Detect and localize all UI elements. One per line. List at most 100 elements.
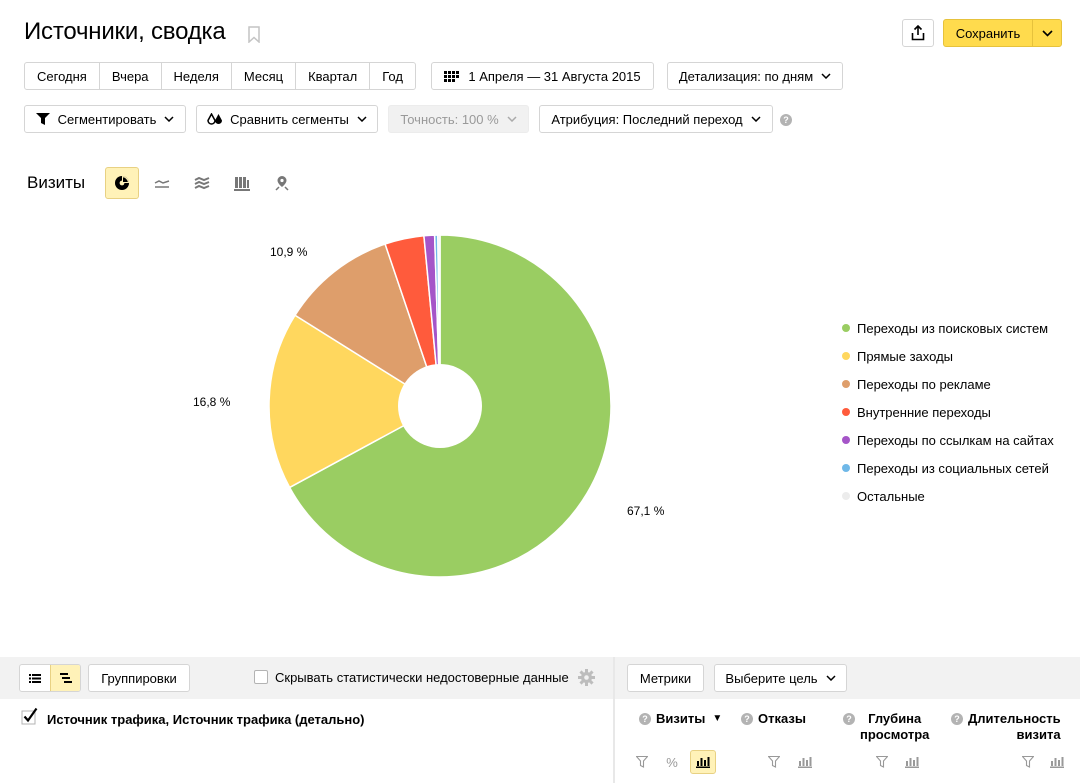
export-button[interactable] — [902, 19, 934, 47]
bar-chart-icon[interactable] — [1046, 752, 1068, 772]
legend-label: Переходы из социальных сетей — [857, 460, 1049, 476]
filter-icon[interactable] — [871, 752, 893, 772]
page-title: Источники, сводка — [24, 18, 226, 45]
legend-label: Внутренние переходы — [857, 404, 991, 420]
legend-swatch — [842, 408, 850, 416]
compare-segments-button[interactable]: Сравнить сегменты — [196, 105, 378, 133]
date-range-button[interactable]: 1 Апреля — 31 Августа 2015 — [431, 62, 654, 90]
period-month[interactable]: Месяц — [232, 63, 297, 89]
legend-swatch — [842, 436, 850, 444]
save-button[interactable]: Сохранить — [943, 19, 1033, 47]
slice-label-ads: 10,9 % — [270, 245, 308, 259]
map-icon[interactable] — [265, 167, 299, 199]
period-week[interactable]: Неделя — [162, 63, 232, 89]
table-divider — [613, 657, 615, 783]
legend-swatch — [842, 352, 850, 360]
column-header-bounces[interactable]: ? Отказы — [741, 711, 806, 727]
segment-button[interactable]: Сегментировать — [24, 105, 186, 133]
area-chart-icon[interactable] — [185, 167, 219, 199]
percent-icon[interactable]: % — [666, 754, 678, 770]
legend-label: Остальные — [857, 488, 925, 504]
goal-label: Выберите цель — [725, 670, 818, 686]
legend-item[interactable]: Переходы из поисковых систем — [842, 314, 1054, 342]
period-year[interactable]: Год — [382, 68, 403, 84]
gear-icon[interactable] — [578, 669, 595, 686]
chevron-down-icon — [751, 116, 761, 122]
legend-item[interactable]: Остальные — [842, 482, 1054, 510]
bar-chart-icon[interactable] — [794, 752, 816, 772]
detail-dropdown[interactable]: Детализация: по дням — [667, 62, 843, 90]
legend-swatch — [842, 380, 850, 388]
table-toolbar-left: Группировки Скрывать статистически недос… — [0, 657, 613, 699]
help-icon[interactable]: ? — [741, 713, 753, 725]
pie-chart-icon[interactable] — [105, 167, 139, 199]
filter-icon — [35, 113, 50, 125]
column-duration-label-2: визита — [1016, 727, 1061, 742]
goal-dropdown[interactable]: Выберите цель — [714, 664, 847, 692]
filter-icon[interactable] — [631, 752, 653, 772]
line-chart-icon[interactable] — [145, 167, 179, 199]
period-selector: Сегодня Вчера Неделя Месяц Квартал Год — [24, 62, 416, 90]
legend-item[interactable]: Внутренние переходы — [842, 398, 1054, 426]
segment-label: Сегментировать — [57, 111, 157, 127]
pie-center-hole — [398, 364, 482, 448]
chevron-down-icon — [821, 73, 831, 79]
legend-item[interactable]: Переходы по ссылкам на сайтах — [842, 426, 1054, 454]
legend-item[interactable]: Переходы по рекламе — [842, 370, 1054, 398]
attribution-label: Атрибуция: Последний переход — [551, 111, 743, 127]
chevron-down-icon — [507, 116, 517, 122]
pie-slice-2[interactable] — [294, 243, 442, 408]
chart-legend: Переходы из поисковых систем Прямые заход… — [842, 314, 1054, 510]
compare-label: Сравнить сегменты — [230, 111, 349, 127]
legend-item[interactable]: Переходы из социальных сетей — [842, 454, 1054, 482]
bookmark-icon[interactable] — [248, 26, 260, 43]
tree-view-icon[interactable] — [50, 665, 80, 691]
period-quarter[interactable]: Квартал — [296, 63, 371, 89]
attribution-dropdown[interactable]: Атрибуция: Последний переход — [539, 105, 773, 133]
save-options-button[interactable] — [1032, 19, 1062, 47]
help-icon[interactable]: ? — [951, 713, 963, 725]
column-duration-label-1: Длительность — [968, 711, 1061, 726]
legend-label: Переходы по ссылкам на сайтах — [857, 432, 1054, 448]
bar-chart-icon[interactable] — [690, 750, 716, 774]
metrics-button[interactable]: Метрики — [627, 664, 704, 692]
period-today[interactable]: Сегодня — [25, 63, 100, 89]
column-depth-label-1: Глубина — [868, 711, 922, 726]
hide-unreliable-label: Скрывать статистически недостоверные дан… — [275, 670, 569, 685]
pie-slice-1[interactable] — [268, 314, 442, 489]
legend-swatch — [842, 324, 850, 332]
date-range-label: 1 Апреля — 31 Августа 2015 — [468, 68, 641, 84]
bar-chart-icon[interactable] — [901, 752, 923, 772]
column-header-depth[interactable]: ? Глубина просмотра — [843, 711, 929, 743]
groupings-button[interactable]: Группировки — [88, 664, 190, 692]
column-bounces-label: Отказы — [758, 711, 806, 726]
period-yesterday[interactable]: Вчера — [100, 63, 162, 89]
help-icon[interactable]: ? — [843, 713, 855, 725]
bar-chart-icon[interactable] — [225, 167, 259, 199]
legend-label: Переходы из поисковых систем — [857, 320, 1049, 336]
filter-icon[interactable] — [763, 752, 785, 772]
help-icon[interactable]: ? — [780, 114, 792, 126]
hide-unreliable-checkbox[interactable] — [254, 670, 268, 684]
column-header-duration[interactable]: ? Длительность визита — [951, 711, 1061, 743]
chevron-down-icon — [1041, 29, 1053, 37]
checkmark-icon[interactable] — [21, 707, 39, 725]
slice-label-direct: 16,8 % — [193, 395, 231, 409]
report-table: Группировки Скрывать статистически недос… — [0, 657, 1080, 783]
dimension-label: Источник трафика, Источник трафика (дета… — [47, 712, 365, 727]
accuracy-label: Точность: 100 % — [400, 111, 499, 127]
legend-item[interactable]: Прямые заходы — [842, 342, 1054, 370]
filter-icon[interactable] — [1017, 752, 1039, 772]
pie-slice-6[interactable] — [437, 234, 441, 407]
accuracy-dropdown: Точность: 100 % — [388, 105, 529, 133]
list-view-icon[interactable] — [20, 665, 50, 691]
help-icon[interactable]: ? — [639, 713, 651, 725]
share-icon — [911, 25, 925, 41]
view-toggle — [19, 664, 81, 692]
chevron-down-icon — [164, 116, 174, 122]
legend-swatch — [842, 492, 850, 500]
legend-label: Переходы по рекламе — [857, 376, 991, 392]
pie-chart — [268, 234, 612, 578]
column-header-visits[interactable]: ? Визиты ▼ — [639, 711, 722, 727]
chevron-down-icon — [357, 116, 367, 122]
